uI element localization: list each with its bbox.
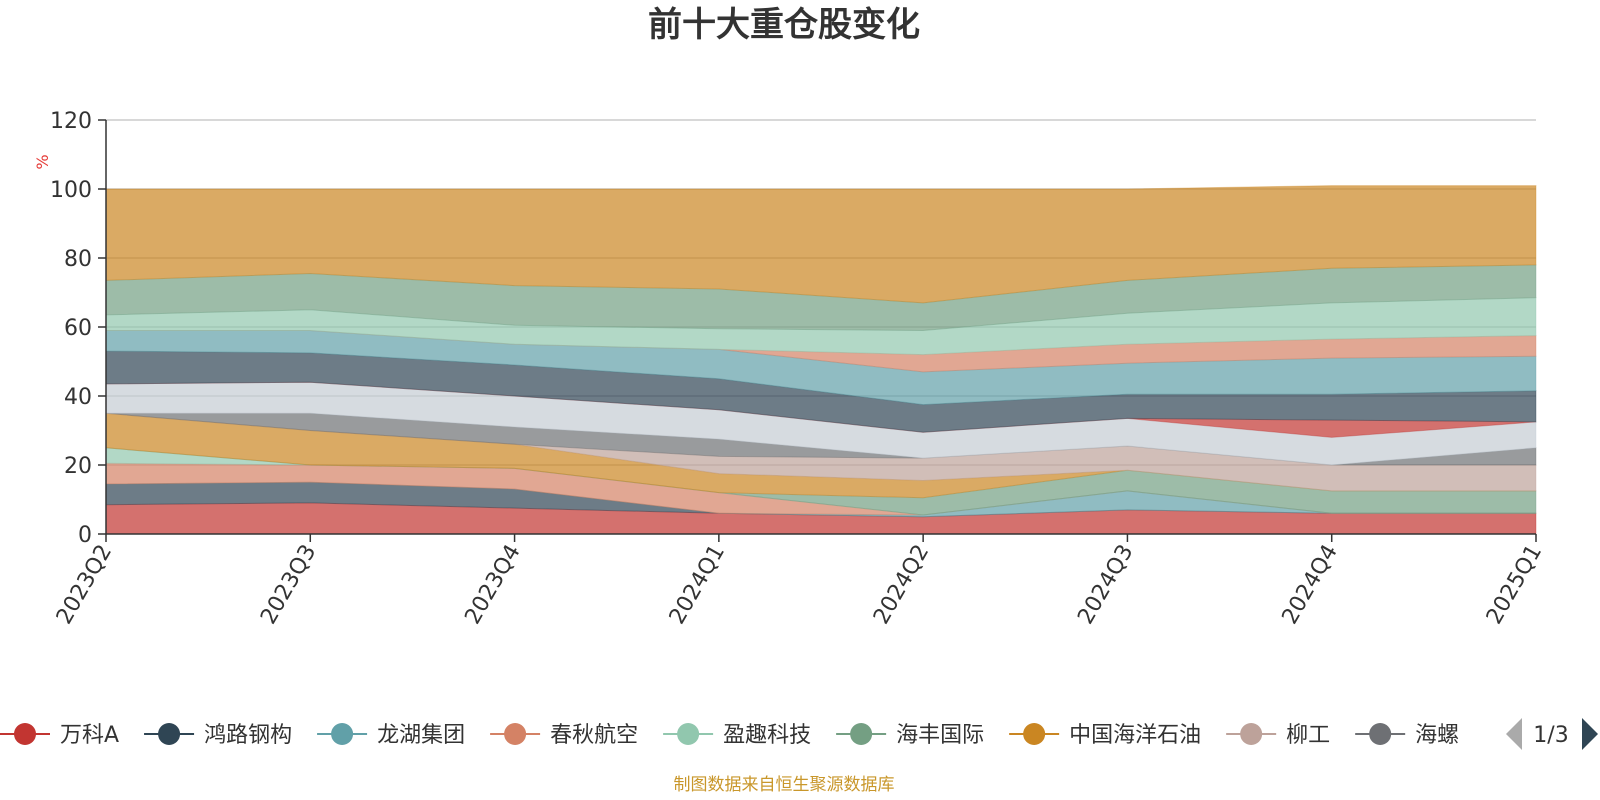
x-tick-label: 2024Q3 — [1073, 541, 1138, 629]
area-系列15 — [105, 297, 1537, 356]
legend-item[interactable]: 海丰国际 — [836, 723, 984, 748]
x-tick-label: 2025Q1 — [1482, 541, 1547, 629]
y-tick-label: 20 — [64, 454, 92, 479]
x-tick-label: 2023Q3 — [256, 541, 321, 629]
x-tick-label: 2024Q4 — [1278, 541, 1343, 629]
legend-item[interactable]: 春秋航空 — [490, 723, 638, 748]
y-tick-label: 40 — [64, 385, 92, 410]
area-系列13 — [105, 330, 1537, 406]
legend-marker-icon — [850, 723, 873, 745]
legend-marker-icon — [1023, 723, 1046, 745]
y-axis-unit: % — [33, 154, 52, 169]
legend-marker-icon — [1369, 723, 1392, 745]
legend-page-indicator: 1/3 — [1533, 723, 1568, 748]
area-柳工 — [105, 412, 1537, 492]
legend-item[interactable]: 盈趣科技 — [663, 723, 811, 748]
legend-label: 万科A — [60, 723, 119, 748]
legend-label: 中国海洋石油 — [1069, 723, 1201, 748]
legend-label: 盈趣科技 — [723, 723, 811, 748]
triangle-right-icon[interactable] — [1582, 718, 1598, 750]
area-系列14 — [106, 330, 1537, 373]
y-tick-label: 80 — [64, 247, 92, 272]
legend-item[interactable]: 万科A — [0, 723, 119, 748]
x-tick-label: 2023Q2 — [52, 541, 117, 629]
x-tick-label: 2023Q4 — [460, 541, 525, 629]
legend-label: 海丰国际 — [896, 723, 984, 748]
legend-pager: 1/3 — [1506, 718, 1598, 750]
legend-label: 龙湖集团 — [377, 723, 465, 748]
legend-item[interactable]: 鸿路钢构 — [144, 723, 292, 748]
y-tick-label: 120 — [50, 109, 92, 134]
legend-marker-icon — [1240, 723, 1263, 745]
legend-item[interactable]: 海螺 — [1355, 723, 1459, 748]
legend: 万科A 鸿路钢构 龙湖集团 春秋航空 盈趣科技 海丰国际 中国海洋石油 柳工 海螺 — [0, 723, 1459, 748]
area-系列10 — [105, 381, 1537, 466]
legend-item[interactable]: 龙湖集团 — [317, 723, 465, 748]
y-tick-label: 60 — [64, 316, 92, 341]
area-系列16 — [105, 264, 1537, 332]
chart-title: 前十大重仓股变化 — [648, 5, 920, 45]
x-tick-label: 2024Q2 — [869, 541, 934, 629]
legend-label: 海螺 — [1415, 723, 1459, 748]
triangle-left-icon[interactable] — [1506, 718, 1522, 750]
source-note: 制图数据来自恒生聚源数据库 — [674, 775, 895, 795]
legend-marker-icon — [14, 723, 36, 745]
y-tick-label: 0 — [78, 523, 92, 548]
x-tick-label: 2024Q1 — [665, 541, 730, 629]
legend-marker-icon — [158, 723, 181, 745]
y-tick-label: 100 — [50, 178, 92, 203]
legend-marker-icon — [331, 723, 354, 745]
area-系列17 — [105, 185, 1537, 304]
area-系列12 — [105, 350, 1537, 433]
legend-item[interactable]: 中国海洋石油 — [1009, 723, 1201, 748]
legend-label: 春秋航空 — [550, 723, 638, 748]
legend-item[interactable]: 柳工 — [1226, 723, 1330, 748]
legend-marker-icon — [677, 723, 700, 745]
legend-label: 柳工 — [1286, 723, 1330, 748]
area-series — [105, 185, 1537, 535]
legend-label: 鸿路钢构 — [204, 723, 292, 748]
legend-marker-icon — [504, 723, 527, 745]
